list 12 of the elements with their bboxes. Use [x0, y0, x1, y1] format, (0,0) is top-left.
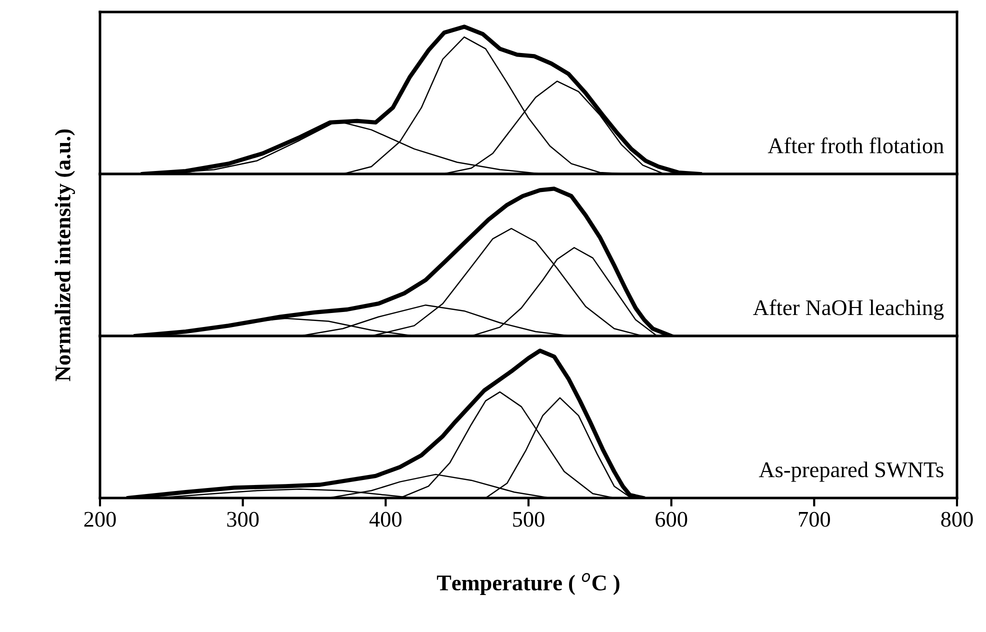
x-tick-label: 700: [798, 512, 830, 527]
x-tick-label: 500: [513, 512, 544, 527]
x-tick-label: 600: [656, 512, 688, 527]
annotation: After NaOH leaching: [753, 299, 944, 320]
x-tick-label: 800: [941, 512, 973, 527]
x-tick-label: 200: [84, 512, 116, 527]
annotation: After froth flotation: [768, 137, 944, 154]
y-axis-title: Normalized intensity (a.u.): [54, 129, 75, 382]
x-tick-label: 300: [227, 512, 259, 527]
annotation: As-prepared SWNTs: [758, 462, 944, 482]
x-tick-label: 400: [369, 512, 402, 527]
x-axis-title: Temperature ( $^{o}$C ): [436, 573, 620, 595]
